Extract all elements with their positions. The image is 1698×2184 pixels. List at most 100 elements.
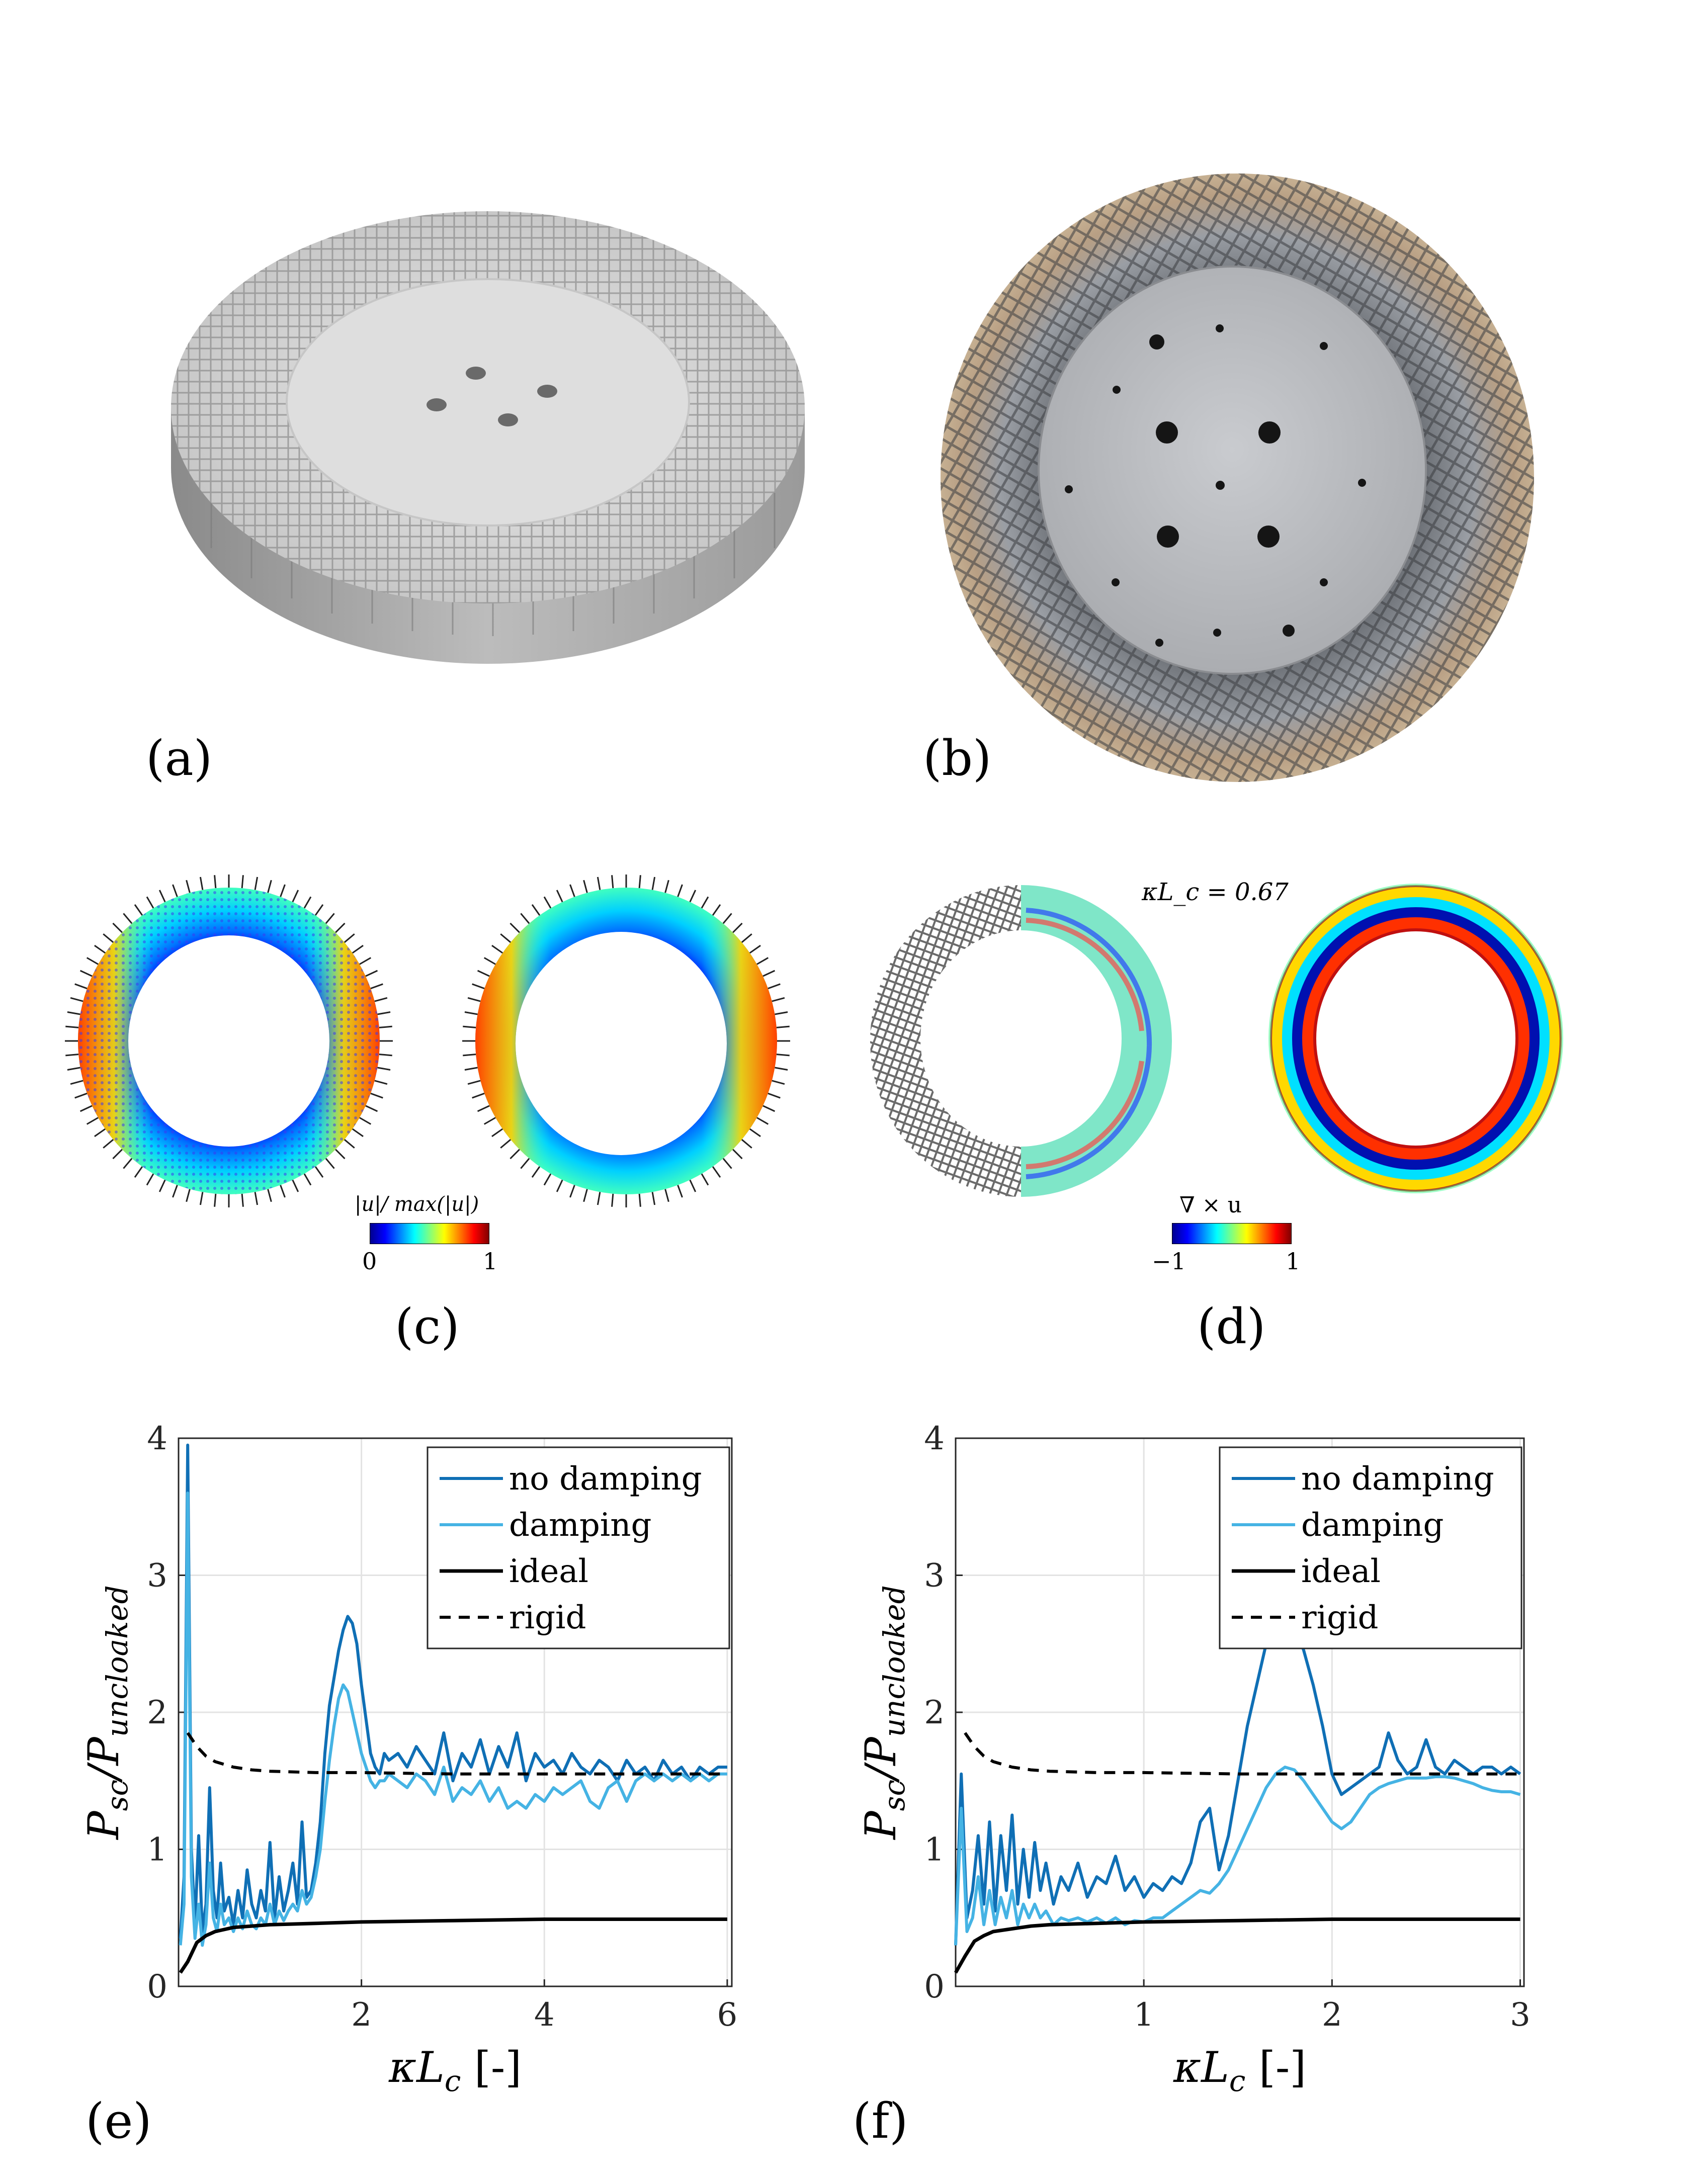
boundary-tick [94,944,106,954]
y-tick-label: 1 [924,1831,945,1869]
boundary-tick [146,1173,154,1186]
boundary-tick [775,1067,788,1071]
colorbar-d [1172,1223,1292,1244]
boundary-tick [762,970,776,977]
y-tick-label: 1 [147,1831,167,1869]
panel-d-continuum-ring [1268,884,1563,1193]
boundary-tick [500,1139,512,1149]
series-line-rigid [186,1732,727,1776]
hole [1257,526,1280,548]
legend-box [427,1446,730,1649]
boundary-tick [556,1179,563,1192]
boundary-tick [583,880,588,893]
x-tick-label: 6 [717,1996,738,2034]
chart-e: 0 1 2 3 4 2 4 6 no damping damping ideal rigid κLc [… [79,1420,738,2098]
boundary-tick [651,877,656,890]
boundary-tick [199,877,204,890]
boundary-tick [158,890,166,903]
boundary-tick [214,875,217,889]
boundary-tick [377,1067,391,1071]
boundary-tick [134,904,143,916]
colorbar-d-tick-min: −1 [1152,1248,1186,1275]
boundary-tick [325,913,335,924]
boundary-tick [772,1080,785,1085]
panel-a-disk-render [171,211,805,664]
hole [1213,629,1221,637]
boundary-tick [597,1192,601,1205]
series-line-rigid [964,1732,1520,1776]
boundary-tick [483,957,496,965]
boundary-tick [370,983,383,990]
boundary-tick [86,1117,99,1125]
hole [1065,485,1073,493]
y-axis-label: Psc/Puncloaked [79,1585,134,1840]
hole [427,398,447,411]
hole [1283,625,1295,637]
panel-b-photo [941,173,1534,782]
boundary-tick [520,1158,530,1169]
x-axis-label: κLc [-] [1173,2043,1306,2098]
boundary-tick [463,1025,476,1028]
boundary-tick [510,922,520,933]
legend-entry: damping [509,1507,651,1544]
panel-c-continuum-ring [462,875,790,1207]
boundary-tick [241,875,244,889]
curl-ring-mid [1268,884,1563,1193]
boundary-tick [158,1179,166,1192]
y-tick-label: 4 [147,1420,167,1457]
y-tick-label: 3 [924,1557,945,1595]
boundary-tick [722,913,732,924]
y-tick-label: 2 [924,1694,945,1731]
y-tick-label: 3 [147,1557,167,1595]
boundary-tick [303,1173,312,1186]
curl-bands [1026,908,1152,1179]
boundary-tick [199,1192,204,1205]
chart-f: 0 1 2 3 4 1 2 3 no damping damping ideal rigid κLc [… [856,1420,1531,2098]
boundary-tick [732,1149,743,1160]
boundary-tick [543,1173,552,1186]
y-axis-label: Psc/Puncloaked [856,1585,911,1840]
curl-ring-bands [1272,887,1560,1190]
series-line-no-damping [954,1608,1521,1946]
boundary-tick [472,1092,485,1099]
boundary-tick [112,922,123,933]
boundary-tick [65,1025,79,1028]
ring-cells [78,888,380,1194]
boundary-tick [379,1025,392,1028]
boundary-tick [611,875,614,889]
series-line-ideal [954,1917,1520,1974]
boundary-tick [254,877,259,890]
boundary-tick [70,1080,83,1085]
boundary-tick [775,1011,788,1015]
colorbar-c-label: |u|/ max(|u|) [355,1193,479,1216]
boundary-tick [280,1185,286,1198]
hole [1320,578,1328,586]
boundary-tick [67,1011,80,1015]
legend-entry: ideal [1301,1553,1381,1590]
panel-d-discrete-ring [870,885,1172,1197]
boundary-tick [477,1105,490,1112]
boundary-tick [756,957,769,965]
boundary-tick [79,970,93,977]
boundary-tick [134,1166,143,1178]
y-tick-label: 4 [924,1420,945,1457]
boundary-tick [749,1128,761,1138]
y-tick-label: 0 [924,1968,945,2005]
boundary-tick [701,896,709,909]
panel-label-f: (f) [853,2093,908,2149]
ring-hole [1316,931,1515,1146]
boundary-tick [664,880,669,893]
boundary-tick [483,1117,496,1125]
x-tick-label: 1 [1134,1996,1154,2034]
series-line-damping [179,1492,727,1947]
boundary-tick [374,1080,388,1085]
panel-c-discrete-ring [65,875,393,1207]
boundary-tick [531,1166,541,1178]
x-tick-label: 3 [1510,1996,1531,2034]
boundary-tick [214,1193,217,1207]
boundary-tick [254,1192,259,1205]
plate-holes [1065,324,1366,647]
hole [1320,342,1328,350]
boundary-tick [491,1128,503,1138]
boundary-tick [370,1092,383,1099]
